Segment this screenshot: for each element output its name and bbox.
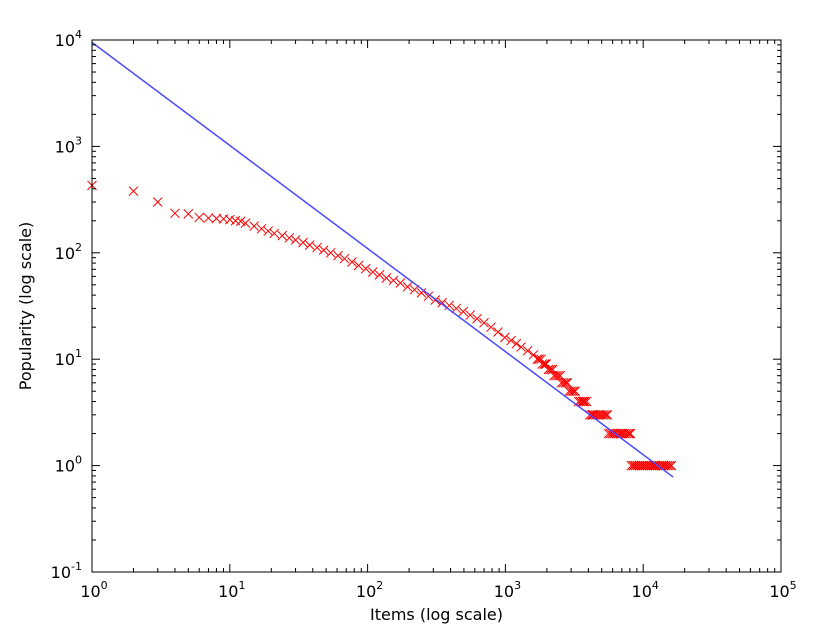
- data-point: [600, 409, 611, 420]
- data-point: [360, 263, 371, 274]
- data-point: [625, 428, 636, 439]
- data-point: [249, 221, 259, 232]
- data-point: [284, 233, 295, 243]
- data-point: [353, 260, 364, 271]
- data-point: [183, 209, 194, 219]
- data-point: [203, 213, 214, 223]
- data-point: [458, 306, 469, 317]
- data-point: [367, 267, 378, 277]
- data-point: [662, 460, 673, 471]
- y-tick-label: 103: [55, 134, 82, 156]
- data-point: [224, 214, 235, 225]
- data-point: [388, 275, 399, 286]
- data-point: [587, 409, 598, 420]
- data-point: [290, 235, 301, 245]
- fit-line: [91, 41, 674, 478]
- y-tick-label: 101: [55, 347, 82, 369]
- data-point: [465, 310, 476, 320]
- data-point: [256, 223, 267, 234]
- data-point: [240, 218, 251, 228]
- data-point: [333, 250, 343, 261]
- data-point: [532, 354, 543, 365]
- x-tick-label: 103: [494, 579, 521, 601]
- data-point: [486, 322, 496, 333]
- data-point: [528, 349, 539, 360]
- x-tick-label: 101: [218, 579, 245, 601]
- data-point: [566, 386, 576, 397]
- data-point: [623, 428, 634, 439]
- data-point: [423, 291, 434, 302]
- data-point: [499, 332, 510, 343]
- y-tick-label: 104: [55, 28, 82, 50]
- plot-frame: [91, 39, 782, 573]
- data-point: [493, 327, 503, 337]
- data-point: [318, 245, 329, 255]
- data-point: [664, 460, 675, 471]
- data-point: [325, 247, 336, 258]
- data-point: [598, 409, 609, 420]
- data-point: [304, 240, 315, 251]
- data-point: [534, 354, 545, 365]
- data-point: [444, 300, 455, 311]
- data-point: [568, 386, 578, 397]
- data-point: [170, 208, 180, 219]
- data-point: [522, 345, 533, 356]
- data-point: [649, 460, 659, 471]
- x-axis-label: Items (log scale): [370, 605, 503, 624]
- data-point: [347, 257, 357, 267]
- data-point: [578, 396, 589, 407]
- data-point: [402, 281, 413, 292]
- data-point: [381, 273, 392, 283]
- data-point: [451, 303, 462, 314]
- data-point: [581, 396, 592, 407]
- data-point: [472, 313, 482, 324]
- x-tick-label: 102: [356, 579, 383, 601]
- data-point: [621, 428, 632, 439]
- data-point: [666, 460, 677, 471]
- x-tick-label: 105: [769, 579, 796, 601]
- data-point: [312, 242, 322, 253]
- data-point: [339, 253, 350, 264]
- data-point: [395, 278, 406, 288]
- data-point: [128, 186, 139, 196]
- data-point: [579, 396, 590, 407]
- data-point: [479, 317, 489, 328]
- x-tick-label: 104: [632, 579, 659, 601]
- data-point: [194, 212, 205, 223]
- data-point: [596, 409, 607, 420]
- x-tick-label: 100: [80, 579, 107, 601]
- data-point: [269, 228, 280, 239]
- y-tick-label: 100: [55, 454, 82, 476]
- y-tick-label: 102: [55, 241, 82, 263]
- y-tick-label: 10-1: [51, 560, 82, 582]
- data-point: [277, 230, 288, 241]
- data-point: [152, 197, 163, 207]
- data-point: [516, 342, 526, 352]
- data-point: [298, 237, 308, 248]
- data-point: [536, 354, 547, 365]
- y-axis-label: Popularity (log scale): [16, 222, 35, 390]
- data-point: [416, 288, 427, 298]
- data-point: [374, 270, 385, 280]
- data-point: [263, 226, 274, 236]
- data-point: [506, 335, 516, 346]
- data-point: [555, 370, 565, 381]
- data-point: [570, 386, 580, 397]
- data-layer: [87, 41, 677, 478]
- data-point: [577, 396, 588, 407]
- data-point: [511, 338, 522, 349]
